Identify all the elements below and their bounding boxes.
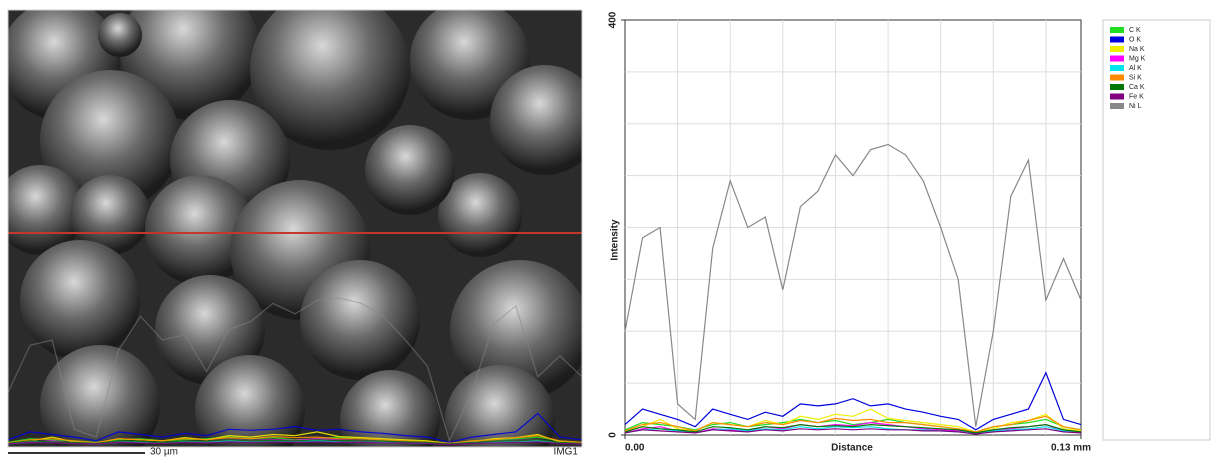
chart: 30 µm IMG1 Distance Intensity 0 400 0.00 0.… <box>0 0 1216 458</box>
y-tick-label: 0 <box>608 432 619 438</box>
legend-label: Mg K <box>1129 55 1146 62</box>
legend-swatch <box>1110 94 1124 100</box>
legend-swatch <box>1110 37 1124 43</box>
legend-label: Ni L <box>1129 103 1142 110</box>
image-label: IMG1 <box>554 447 579 458</box>
legend-label: Ca K <box>1129 84 1145 91</box>
legend-swatch <box>1110 75 1124 81</box>
legend-swatch <box>1110 56 1124 62</box>
legend-swatch <box>1110 84 1124 90</box>
sem-image <box>0 0 600 458</box>
y-axis-label: Intensity <box>610 219 621 261</box>
scale-label: 30 µm <box>150 447 178 458</box>
x-tick-label: 0.00 <box>625 443 645 454</box>
legend-swatch <box>1110 46 1124 52</box>
legend-label: Al K <box>1129 65 1142 72</box>
x-axis-label: Distance <box>831 443 873 454</box>
legend-label: O K <box>1129 36 1141 43</box>
legend-swatch <box>1110 103 1124 109</box>
legend-swatch <box>1110 27 1124 33</box>
y-tick-label: 400 <box>608 11 619 28</box>
legend-label: C K <box>1129 27 1141 34</box>
legend-label: Fe K <box>1129 93 1144 100</box>
legend-swatch <box>1110 65 1124 71</box>
x-tick-label: 0.13 mm <box>1051 443 1091 454</box>
legend <box>1103 20 1210 440</box>
legend-label: Si K <box>1129 74 1142 81</box>
legend-label: Na K <box>1129 46 1145 53</box>
